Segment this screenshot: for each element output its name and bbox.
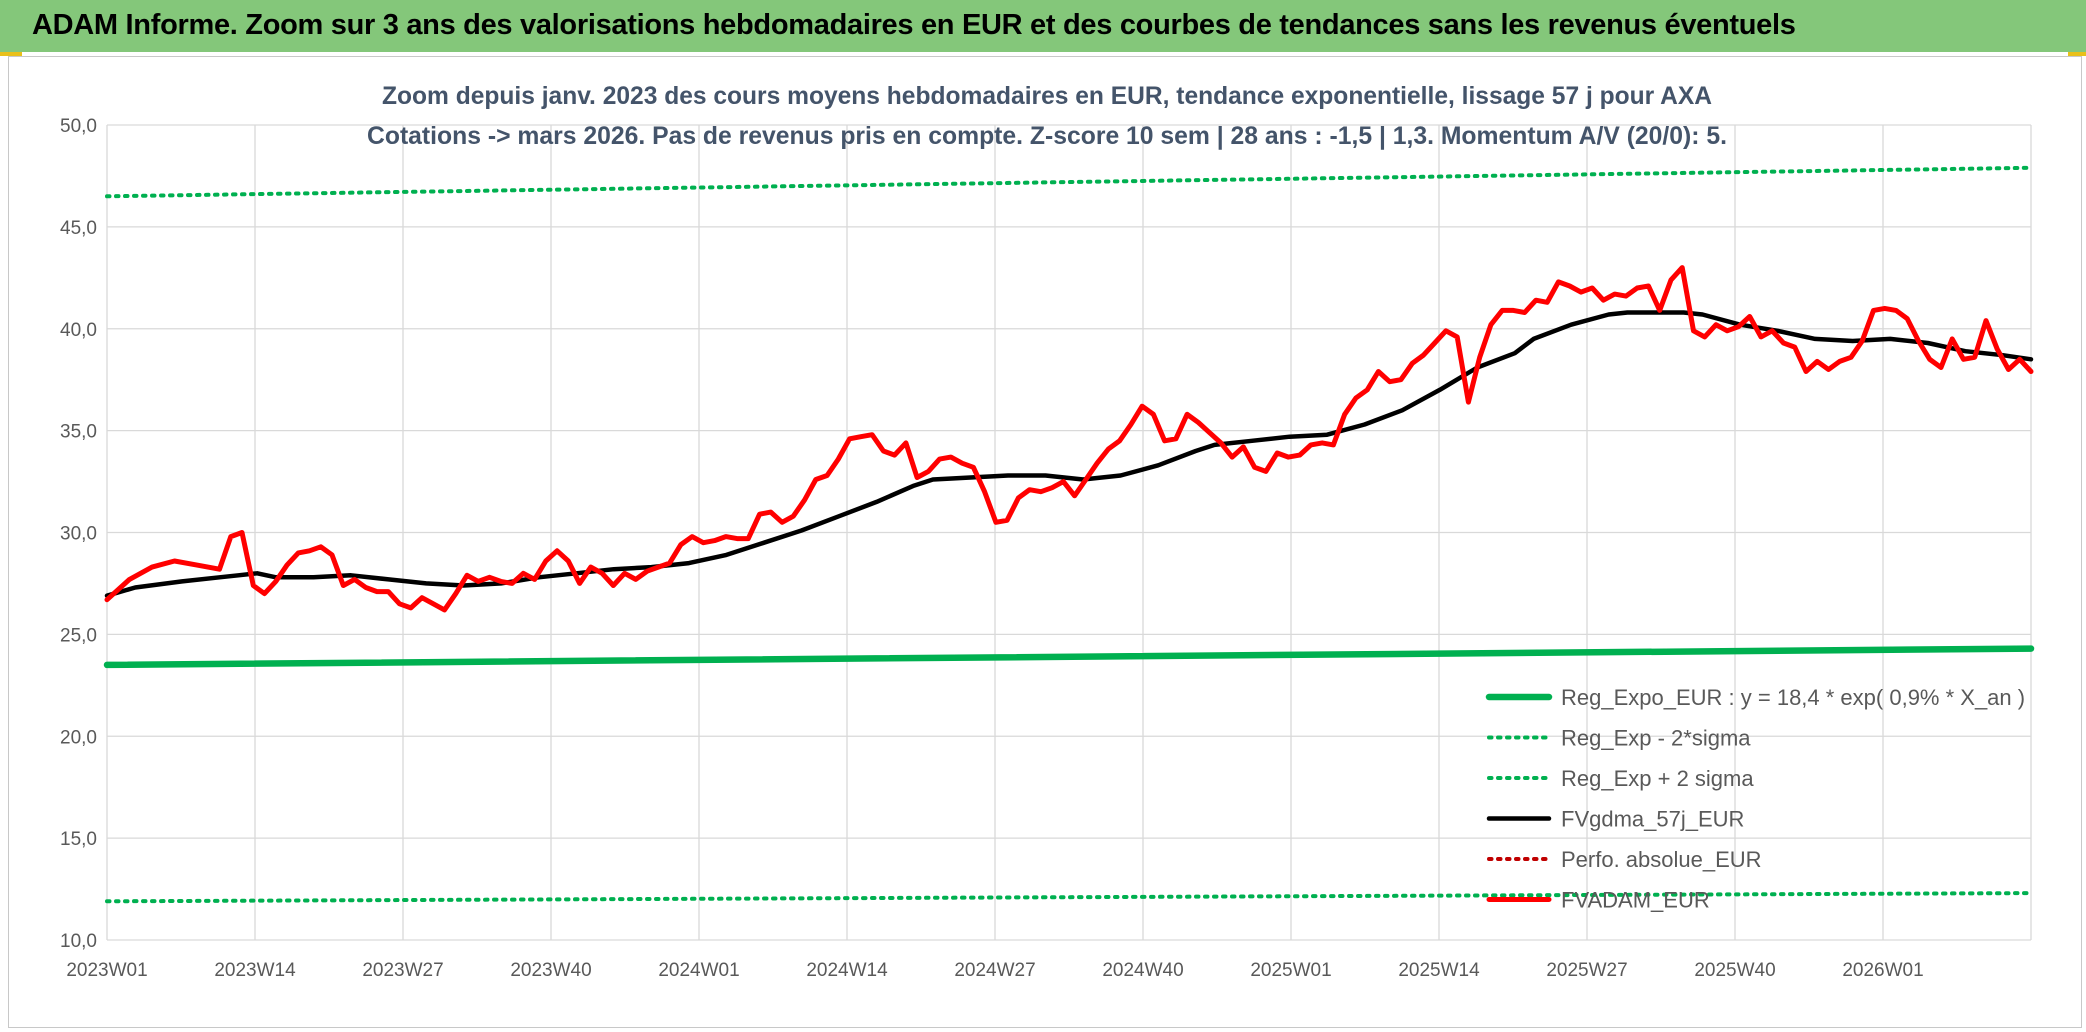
x-tick-label: 2025W14 bbox=[1398, 960, 1480, 981]
x-tick-label: 2025W27 bbox=[1546, 960, 1627, 981]
y-tick-label: 25,0 bbox=[60, 625, 97, 646]
y-tick-label: 45,0 bbox=[60, 218, 97, 239]
legend-label: Perfo. absolue_EUR bbox=[1561, 847, 1762, 872]
report-title: ADAM Informe. Zoom sur 3 ans des valoris… bbox=[32, 9, 1796, 41]
y-tick-label: 10,0 bbox=[60, 931, 97, 952]
line-chart: 10,0 15,0 20,0 25,0 30,0 35,0 40,0 45,0 50,0 202… bbox=[60, 82, 2035, 981]
x-tick-label: 2023W01 bbox=[66, 960, 147, 981]
chart-area: 10,0 15,0 20,0 25,0 30,0 35,0 40,0 45,0 50,0 202… bbox=[8, 56, 2082, 1028]
y-tick-label: 50,0 bbox=[60, 116, 97, 137]
x-axis-ticks: 2023W01 2023W14 2023W27 2023W40 2024W01 2024W… bbox=[66, 960, 1923, 981]
legend-label: FVADAM_EUR bbox=[1561, 888, 1710, 913]
banner-accent-right bbox=[2068, 52, 2086, 56]
x-tick-label: 2024W14 bbox=[806, 960, 888, 981]
x-tick-label: 2023W14 bbox=[214, 960, 296, 981]
y-axis-ticks: 10,0 15,0 20,0 25,0 30,0 35,0 40,0 45,0 50,0 bbox=[60, 116, 97, 952]
series-lines bbox=[103, 165, 2035, 904]
series-line-1 bbox=[105, 891, 2033, 904]
grid bbox=[106, 124, 2032, 941]
report-banner: ADAM Informe. Zoom sur 3 ans des valoris… bbox=[0, 0, 2086, 52]
legend-label: Reg_Exp - 2*sigma bbox=[1561, 726, 1751, 751]
legend-label: FVgdma_57j_EUR bbox=[1561, 807, 1744, 832]
chart-subtitle: Cotations -> mars 2026. Pas de revenus p… bbox=[367, 122, 1727, 150]
series-line-2 bbox=[105, 165, 2033, 199]
x-tick-label: 2023W40 bbox=[510, 960, 591, 981]
y-tick-label: 40,0 bbox=[60, 320, 97, 341]
x-tick-label: 2026W01 bbox=[1842, 960, 1923, 981]
series-line-0 bbox=[103, 645, 2035, 669]
y-tick-label: 30,0 bbox=[60, 524, 97, 545]
x-tick-label: 2023W27 bbox=[362, 960, 443, 981]
x-tick-label: 2024W27 bbox=[954, 960, 1035, 981]
series-line-3 bbox=[104, 310, 2034, 598]
legend-label: Reg_Exp + 2 sigma bbox=[1561, 766, 1754, 791]
x-tick-label: 2024W40 bbox=[1102, 960, 1183, 981]
x-tick-label: 2024W01 bbox=[658, 960, 739, 981]
chart-title: Zoom depuis janv. 2023 des cours moyens … bbox=[382, 82, 1712, 110]
x-tick-label: 2025W01 bbox=[1250, 960, 1331, 981]
x-tick-label: 2025W40 bbox=[1694, 960, 1775, 981]
y-tick-label: 15,0 bbox=[60, 829, 97, 850]
y-tick-label: 35,0 bbox=[60, 422, 97, 443]
legend: Reg_Expo_EUR : y = 18,4 * exp( 0,9% * X_… bbox=[1485, 685, 2025, 913]
banner-accent-left bbox=[0, 52, 22, 56]
series-line-5 bbox=[104, 265, 2034, 613]
y-tick-label: 20,0 bbox=[60, 727, 97, 748]
legend-label: Reg_Expo_EUR : y = 18,4 * exp( 0,9% * X_… bbox=[1561, 685, 2025, 710]
